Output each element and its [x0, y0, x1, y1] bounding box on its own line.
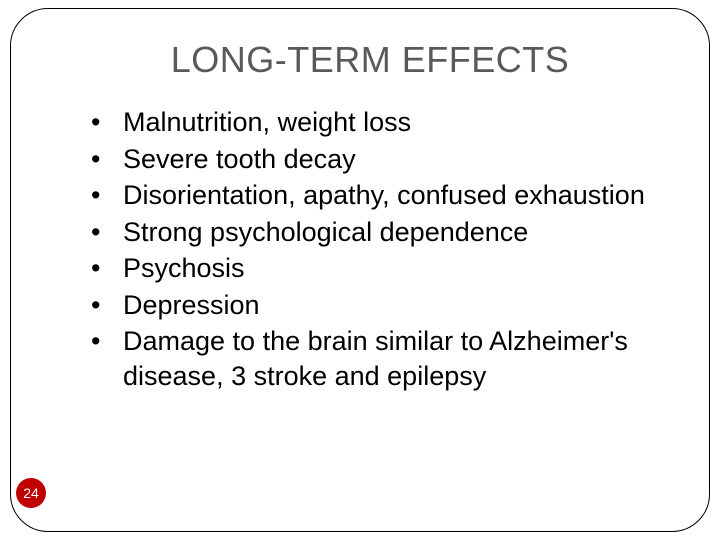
list-item: Psychosis: [91, 251, 669, 286]
slide-title: LONG-TERM EFFECTS: [71, 39, 669, 81]
list-item: Severe tooth decay: [91, 142, 669, 177]
bullet-list: Malnutrition, weight loss Severe tooth d…: [71, 105, 669, 393]
list-item: Malnutrition, weight loss: [91, 105, 669, 140]
slide-frame: LONG-TERM EFFECTS Malnutrition, weight l…: [10, 8, 710, 532]
list-item: Strong psychological dependence: [91, 215, 669, 250]
list-item: Damage to the brain similar to Alzheimer…: [91, 324, 669, 393]
list-item: Disorientation, apathy, confused exhaust…: [91, 178, 669, 213]
page-number-text: 24: [23, 485, 39, 501]
list-item: Depression: [91, 288, 669, 323]
page-number-badge: 24: [16, 478, 46, 508]
